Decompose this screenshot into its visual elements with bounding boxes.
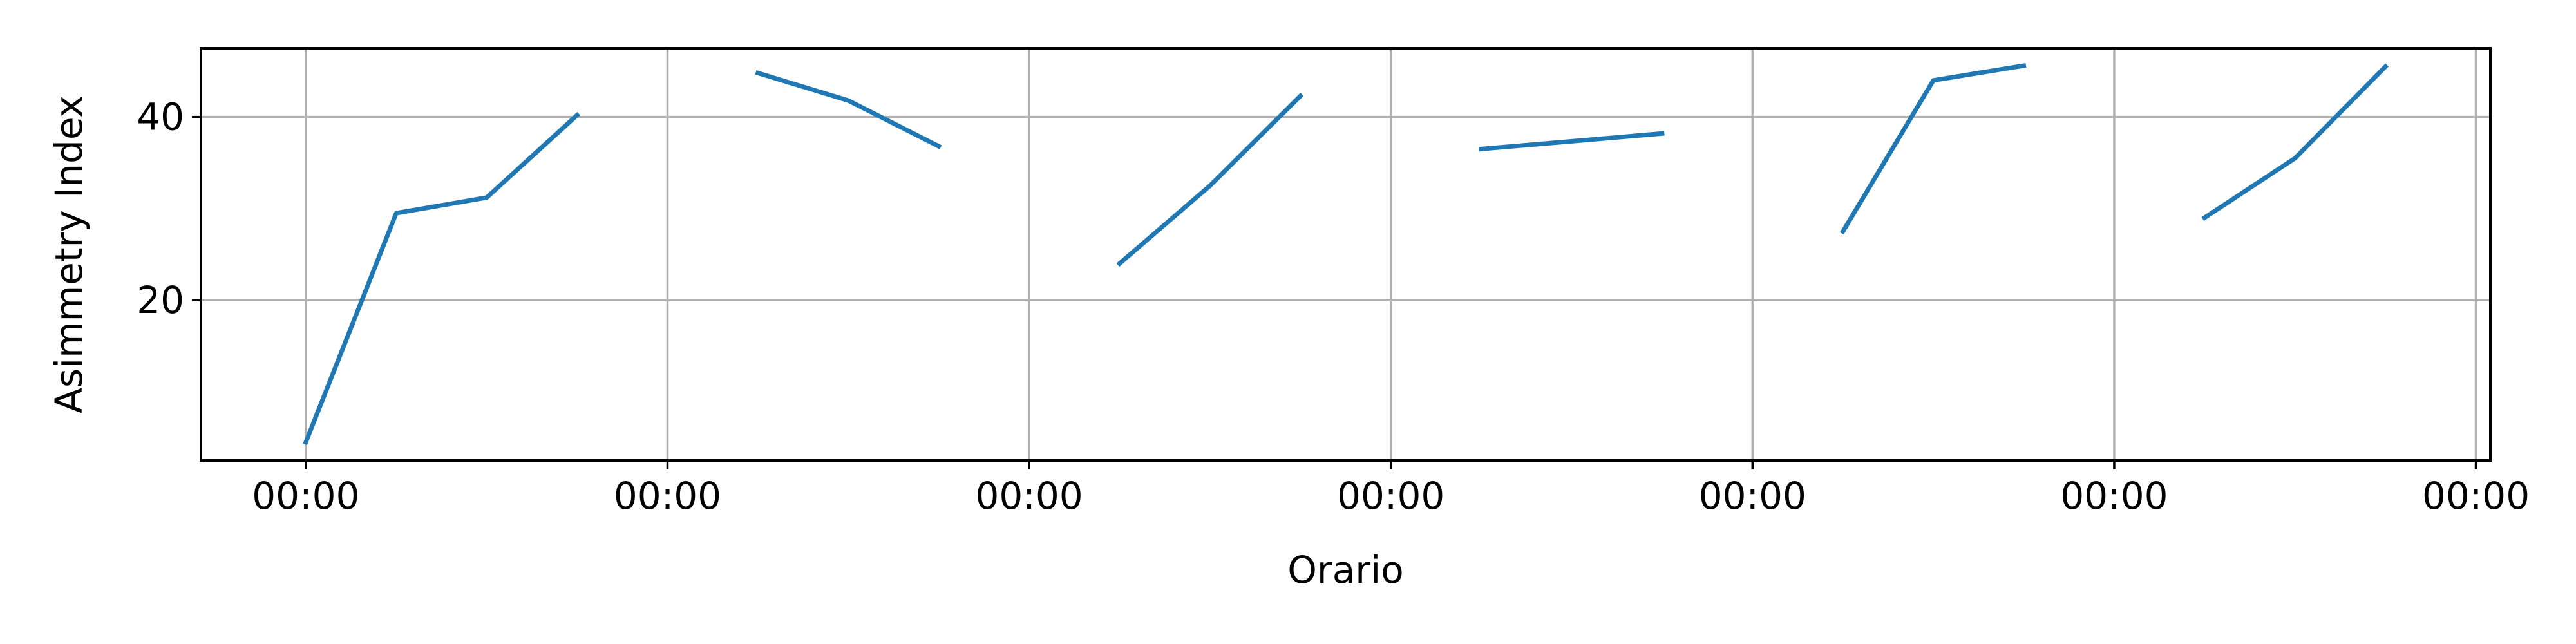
x-tick-label: 00:00: [614, 474, 721, 518]
y-tick-label: 40: [137, 95, 184, 139]
x-tick-label: 00:00: [2060, 474, 2168, 518]
data-series: [303, 62, 2389, 446]
y-axis-label: Asimmetry Index: [47, 95, 91, 413]
x-tick-label: 00:00: [1699, 474, 1806, 518]
series-line-segment: [1116, 93, 1304, 267]
y-tick-label: 20: [137, 278, 184, 322]
ticks: 00:00 00:00 00:00 00:00 00:00 00:00 00:00 20 40: [137, 95, 2530, 518]
series-line-segment: [303, 111, 581, 446]
grid: [201, 48, 2490, 460]
x-tick-label: 00:00: [1337, 474, 1444, 518]
x-tick-label: 00:00: [252, 474, 359, 518]
series-line-segment: [755, 70, 942, 149]
series-line-segment: [1839, 62, 2027, 235]
series-line-segment: [2201, 63, 2389, 221]
x-tick-label: 00:00: [976, 474, 1083, 518]
series-line-segment: [1479, 131, 1665, 152]
x-axis-label: Orario: [1287, 548, 1404, 592]
plot-frame: [200, 47, 2492, 462]
x-tick-label: 00:00: [2422, 474, 2530, 518]
